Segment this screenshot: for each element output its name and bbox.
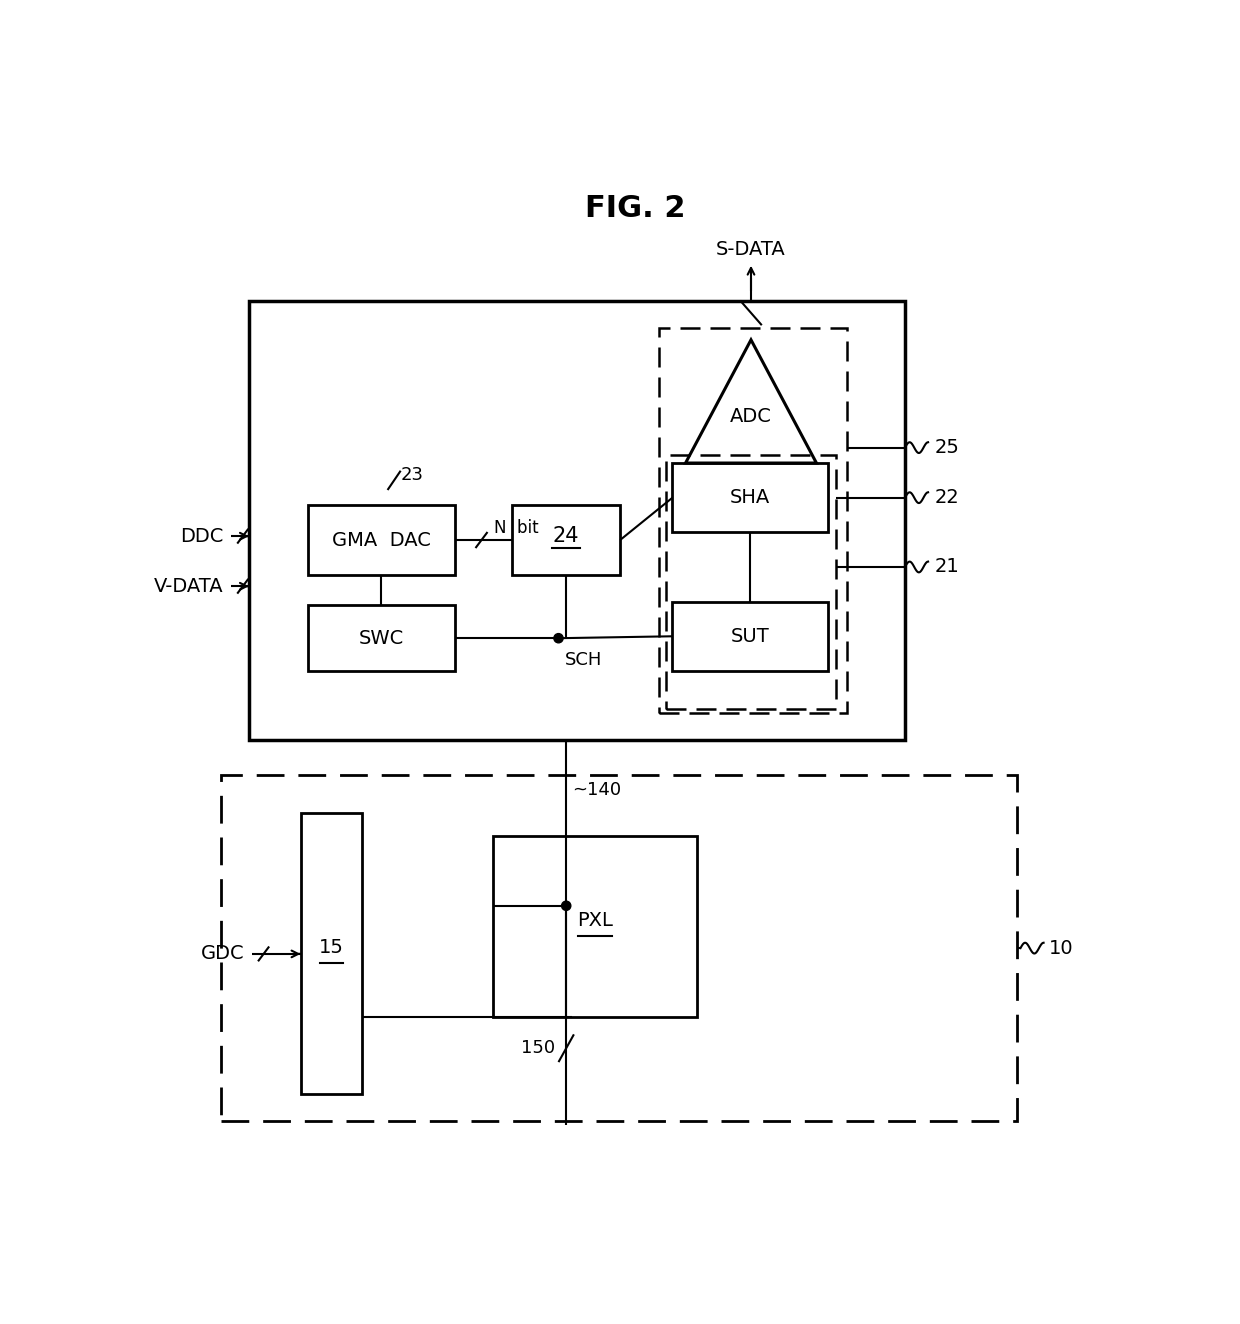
Circle shape <box>554 634 563 643</box>
Bar <box>658 328 847 714</box>
Text: N  bit: N bit <box>494 519 538 536</box>
Text: SCH: SCH <box>564 651 603 669</box>
Text: GMA  DAC: GMA DAC <box>332 531 430 549</box>
Text: GDC: GDC <box>201 944 244 964</box>
Text: 23: 23 <box>401 466 424 483</box>
Bar <box>672 601 828 671</box>
Text: V-DATA: V-DATA <box>154 577 223 596</box>
Bar <box>300 813 362 1095</box>
Bar <box>672 463 828 532</box>
Text: 22: 22 <box>934 489 959 507</box>
Text: ADC: ADC <box>730 408 773 426</box>
Circle shape <box>562 902 570 911</box>
Bar <box>494 837 697 1017</box>
Text: SWC: SWC <box>358 629 404 647</box>
Text: 21: 21 <box>934 557 959 576</box>
Text: 24: 24 <box>553 526 579 547</box>
Bar <box>512 506 620 575</box>
Text: PXL: PXL <box>577 911 613 931</box>
Text: S-DATA: S-DATA <box>717 240 786 260</box>
Text: SUT: SUT <box>730 626 770 646</box>
Text: FIG. 2: FIG. 2 <box>585 195 686 224</box>
Text: SHA: SHA <box>730 489 770 507</box>
Bar <box>309 506 455 575</box>
Text: 150: 150 <box>521 1039 554 1058</box>
Text: 15: 15 <box>319 939 343 957</box>
Text: ~140: ~140 <box>573 781 621 800</box>
Text: 25: 25 <box>934 438 959 457</box>
Text: DDC: DDC <box>180 527 223 545</box>
Bar <box>221 775 1017 1121</box>
Text: 10: 10 <box>1049 939 1074 957</box>
Bar <box>666 455 836 710</box>
Bar <box>309 605 455 671</box>
Bar <box>249 302 905 740</box>
